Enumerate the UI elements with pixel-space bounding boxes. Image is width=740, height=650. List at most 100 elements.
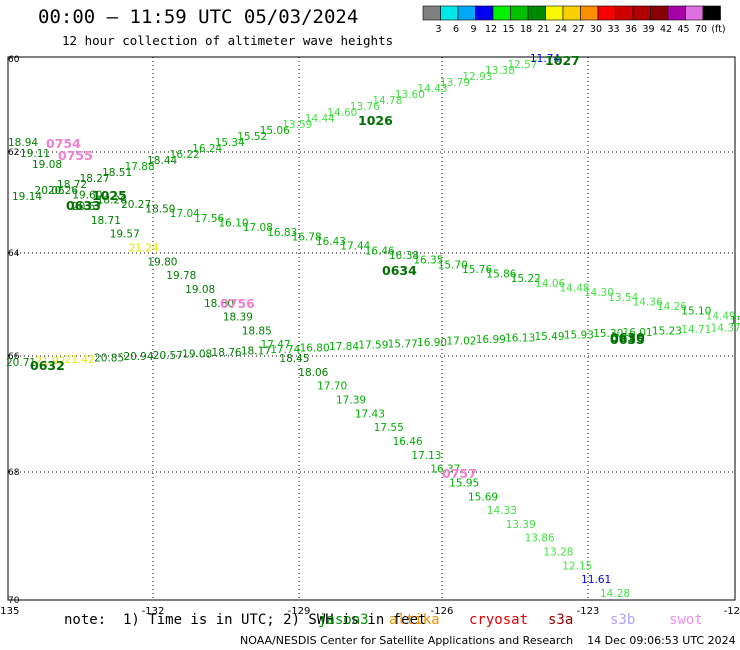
x-tick-label: -132	[142, 606, 165, 617]
wave-height-label: 14.28	[600, 588, 630, 600]
colorbar-label: (ft)	[711, 24, 725, 35]
colorbar-label: 45	[677, 24, 689, 35]
wave-height-label: 14.36	[633, 296, 663, 308]
wave-height-label: 21.92	[35, 356, 65, 368]
y-tick-label: 62	[8, 148, 19, 158]
wave-height-label: 21.42	[65, 354, 95, 366]
wave-height-label: 18.44	[147, 155, 177, 167]
x-tick-label: -126	[431, 606, 454, 617]
wave-height-label: 19.14	[12, 191, 42, 203]
wave-height-label: 17.84	[329, 341, 359, 353]
wave-height-label: 18.85	[242, 325, 272, 337]
wave-height-label: 17.04	[170, 208, 200, 220]
wave-height-label: 14.78	[372, 95, 402, 107]
colorbar-label: 30	[590, 24, 602, 35]
footer-note: note: 1) Time is in UTC; 2) SWH is in fe…	[64, 612, 427, 628]
colorbar-label: 39	[642, 24, 654, 35]
colorbar-svg: 3 6 9 12 15 18 21 24 27 30 33 36 39 42 45 70 (ft)	[422, 5, 726, 35]
x-tick-label: -129	[288, 606, 311, 617]
wave-height-label: 19.57	[110, 229, 140, 241]
wave-height-label: 17.02	[446, 335, 476, 347]
wave-height-label: 13.39	[506, 519, 536, 531]
wave-height-label: 12.93	[462, 71, 492, 83]
wave-height-label: 19.08	[185, 284, 215, 296]
wave-height-label: 17.44	[340, 241, 370, 253]
wave-height-label: 15.06	[260, 125, 290, 137]
wave-height-label: 19.60	[72, 190, 102, 202]
colorbar-label: 21	[537, 24, 549, 35]
sat-s3b: s3b	[610, 612, 636, 628]
wave-height-label: 12.15	[562, 560, 592, 572]
wave-height-label: 15.10	[681, 306, 711, 318]
wave-height-label: 13.38	[485, 65, 515, 77]
wave-height-label: 15.52	[237, 131, 267, 143]
wave-height-label: 17.56	[194, 213, 224, 225]
y-tick-label: 60	[8, 55, 20, 65]
wave-height-label: 17.43	[355, 408, 385, 420]
wave-height-label: 13.59	[282, 119, 312, 131]
colorbar-label: 15	[502, 24, 514, 35]
wave-height-label: 15.95	[449, 477, 479, 489]
wave-height-label: 19.11	[20, 148, 50, 160]
wave-height-label: 14.30	[584, 287, 614, 299]
wave-height-label: 19.08	[182, 348, 212, 360]
pass-time-label: 0755	[58, 148, 93, 163]
wave-height-label: 18.39	[223, 312, 253, 324]
wave-height-label: 15.77	[388, 338, 418, 350]
wave-height-label: 16.10	[219, 218, 249, 230]
wave-height-label: 17.08	[243, 222, 273, 234]
wave-height-label: 20.57	[153, 350, 183, 362]
wave-height-label: 16.90	[417, 337, 447, 349]
y-tick-label: 66	[8, 352, 20, 362]
pass-time-label: 0630	[610, 330, 645, 345]
wave-height-label: 17.13	[411, 450, 441, 462]
wave-height-label: 20.26	[48, 185, 78, 197]
pass-time-label: 0754	[46, 136, 81, 151]
wave-height-label: 19.08	[32, 159, 62, 171]
pass-time-label: 0632	[30, 358, 65, 373]
wave-height-label: 18.27	[80, 173, 110, 185]
wave-height-label: 17.88	[125, 161, 155, 173]
pass-time-label: 0757	[442, 466, 477, 481]
pass-time-label: 0633	[66, 198, 101, 213]
y-tick-label: 64	[8, 249, 20, 259]
footer-credit: NOAA/NESDIS Center for Satellite Applica…	[240, 634, 736, 647]
pass-time-label: 0756	[220, 296, 255, 311]
colorbar-label: 42	[660, 24, 672, 35]
wave-height-label: 16.13	[505, 333, 535, 345]
colorbar-label: 3	[435, 24, 441, 35]
wave-height-label: 18.06	[298, 367, 328, 379]
colorbar-label: 12	[485, 24, 497, 35]
wave-height-label: 11.74	[530, 53, 560, 65]
wave-height-label: 20.71	[6, 357, 36, 369]
wave-height-label: 13.86	[525, 533, 555, 545]
pass-time-label: 1026	[358, 113, 393, 128]
wave-height-label: 17.70	[317, 381, 347, 393]
colorbar-label: 27	[572, 24, 584, 35]
wave-height-label: 15.76	[462, 264, 492, 276]
wave-height-label: 16.46	[365, 245, 395, 257]
wave-height-label: 20.06	[35, 185, 65, 197]
wave-height-label: 20.85	[94, 353, 124, 365]
wave-height-label: 15.69	[468, 491, 498, 503]
wave-height-label: 18.51	[102, 167, 132, 179]
wave-height-label: 13.76	[350, 101, 380, 113]
wave-height-label: 14.43	[417, 83, 447, 95]
wave-height-label: 15.86	[486, 269, 516, 281]
wave-height-label: 18.80	[204, 298, 234, 310]
wave-height-label: 16.35	[413, 255, 443, 267]
wave-height-label: 13.60	[395, 89, 425, 101]
wave-height-label: 14.37	[711, 322, 740, 334]
colorbar-swatch	[702, 5, 721, 21]
wave-height-label: 16.99	[476, 334, 506, 346]
wave-height-label: 16.83	[267, 227, 297, 239]
sat-altika: altika	[389, 612, 440, 628]
wave-height-label: 18.72	[57, 179, 87, 191]
wave-height-label: 13.79	[440, 77, 470, 89]
wave-height-label: 13.28	[543, 547, 573, 559]
sat-s3a: s3a	[548, 612, 574, 628]
x-tick-label: -120	[724, 606, 740, 617]
wave-height-label: 17.47	[261, 339, 291, 351]
wave-height-label: 16.24	[192, 143, 222, 155]
colorbar-label: 24	[555, 24, 567, 35]
